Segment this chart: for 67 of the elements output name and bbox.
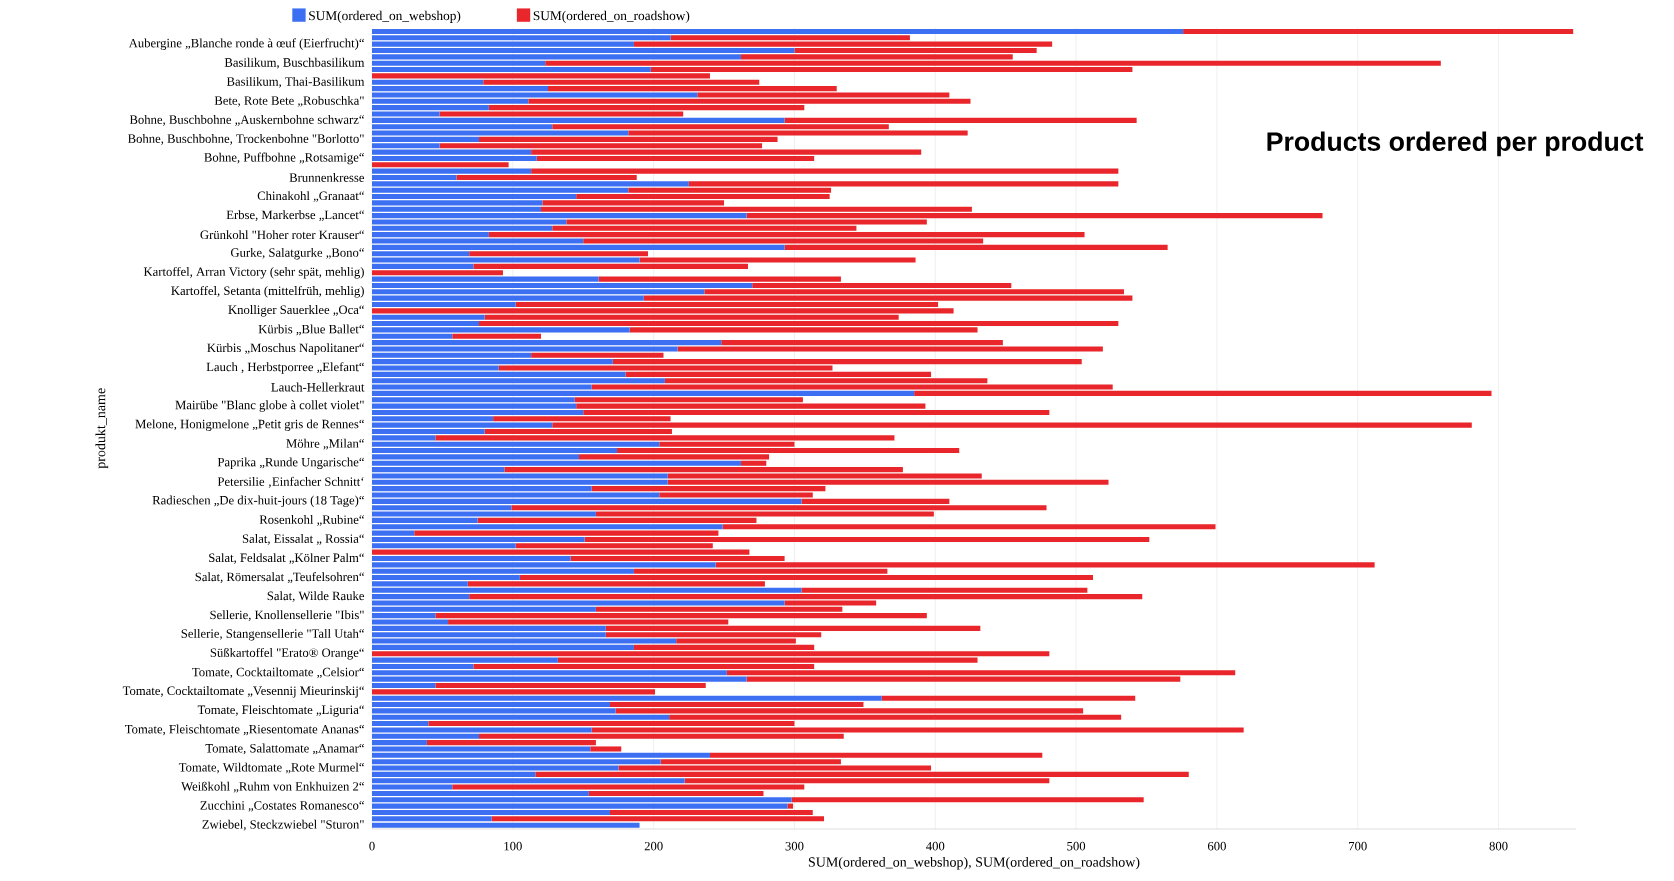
y-tick-label: Salat, Eissalat „ Rossia“ [242, 534, 364, 545]
y-tick-label: Melone, Honigmelone „Petit gris de Rennes“ [135, 419, 364, 431]
bar [881, 695, 1136, 701]
legend-label: SUM(ordered_on_webshop) [309, 10, 461, 23]
y-tick-label: Bohne, Buschbohne, Trockenbohne "Borlotto" [128, 134, 364, 145]
bar [452, 333, 541, 339]
x-tick-label: 500 [1067, 841, 1086, 851]
y-tick-label: Tomate, Fleischtomate „Riesentomate Ananas“ [124, 724, 364, 736]
y-tick-label: Tomate, Salattomate „Anamar“ [205, 743, 364, 755]
y-axis-title: produkt_name [95, 388, 109, 469]
y-tick-label: Paprika „Runde Ungarische“ [217, 457, 364, 470]
x-tick-label: 300 [785, 841, 804, 851]
y-tick-label: Zwiebel, Steckzwiebel "Sturon" [202, 819, 364, 831]
y-tick-label: Basilikum, Thai-Basilikum [226, 76, 365, 88]
y-tick-label: Chinakohl „Granaat“ [257, 191, 364, 202]
bar [1183, 28, 1574, 35]
y-tick-label: Möhre „Milan“ [286, 438, 364, 450]
y-tick-label: Zucchini „Costates Romanesco“ [200, 800, 364, 812]
y-tick-label: Tomate, Cocktailtomate „Celsior“ [192, 667, 364, 679]
y-tick-label: Tomate, Wildtomate „Rote Murmel“ [178, 762, 364, 774]
y-tick-label: Kartoffel, Setanta (mittelfrüh, mehlig) [171, 285, 364, 298]
bar [372, 822, 640, 828]
y-tick-label: Kartoffel, Arran Victory (sehr spät, mehlig) [143, 266, 364, 279]
y-tick-label: Knolliger Sauerklee „Oca“ [228, 305, 364, 317]
x-tick-label: 700 [1349, 841, 1367, 851]
y-tick-label: Rosenkohl „Rubine“ [259, 515, 364, 526]
y-tick-label: Radieschen „De dix-huit-jours (18 Tage)“ [152, 495, 364, 508]
y-tick-label: Lauch , Herbstporree „Elefant“ [206, 362, 364, 374]
bar [670, 35, 910, 41]
y-tick-label: Sellerie, Knollensellerie "Ibis" [210, 610, 364, 621]
x-tick-label: 800 [1489, 841, 1508, 851]
y-tick-label: Bete, Rote Bete „Robuschka" [214, 95, 364, 107]
y-tick-label: Tomate, Cocktailtomate „Vesennij Mieurinskij“ [122, 686, 364, 698]
y-tick-label: Aubergine „Blanche ronde à œuf (Eierfrucht)“ [128, 38, 364, 50]
y-tick-label: Bohne, Puffbohne „Rotsamige“ [204, 152, 364, 165]
y-tick-label: Süßkartoffel "Erato® Orange“ [210, 647, 364, 660]
x-tick-label: 0 [369, 841, 375, 851]
y-tick-label: Salat, Wilde Rauke [267, 591, 365, 602]
bar [688, 181, 1119, 187]
x-tick-label: 600 [1207, 841, 1226, 851]
bar [372, 162, 509, 168]
y-tick-label: Salat, Feldsalat „Kölner Palm“ [209, 553, 364, 564]
x-axis-title: SUM(ordered_on_webshop), SUM(ordered_on_roadshow) [808, 856, 1140, 870]
y-tick-label: Erbse, Markerbse „Lancet“ [226, 210, 364, 221]
y-tick-label: Salat, Römersalat „Teufelsohren“ [195, 572, 364, 583]
bar [791, 797, 1144, 803]
y-tick-label: Lauch-Hellerkraut [271, 382, 365, 392]
text: Products ordered per product [1267, 131, 1644, 157]
bar [469, 251, 649, 257]
x-tick-label: 200 [644, 841, 663, 851]
y-tick-label: Petersilie ‚Einfacher Schnitt‘ [217, 476, 364, 488]
x-tick-label: 400 [926, 841, 945, 851]
legend-label: SUM(ordered_on_roadshow) [533, 10, 690, 23]
y-tick-label: Kürbis „Moschus Napolitaner“ [207, 343, 364, 355]
y-tick-label: Grünkohl "Hoher roter Krauser“ [200, 230, 364, 240]
bar [746, 676, 1181, 682]
y-tick-label: Basilikum, Buschbasilikum [224, 57, 365, 69]
y-tick-label: Mairübe "Blanc globe à collet violet" [175, 400, 364, 412]
y-tick-label: Kürbis „Blue Ballet“ [258, 324, 364, 336]
bar [574, 397, 803, 403]
y-tick-label: Brunnenkresse [289, 173, 365, 182]
y-tick-label: Tomate, Fleischtomate „Liguria“ [197, 705, 364, 717]
y-tick-label: Sellerie, Stangensellerie "Tall Utah“ [181, 628, 364, 641]
x-tick-label: 100 [504, 841, 522, 851]
y-tick-label: Weißkohl „Ruhm von Enkhuizen 2“ [181, 781, 364, 793]
y-tick-label: Bohne, Buschbohne „Auskernbohne schwarz“ [129, 115, 364, 126]
y-tick-label: Gurke, Salatgurke „Bono“ [230, 247, 364, 260]
